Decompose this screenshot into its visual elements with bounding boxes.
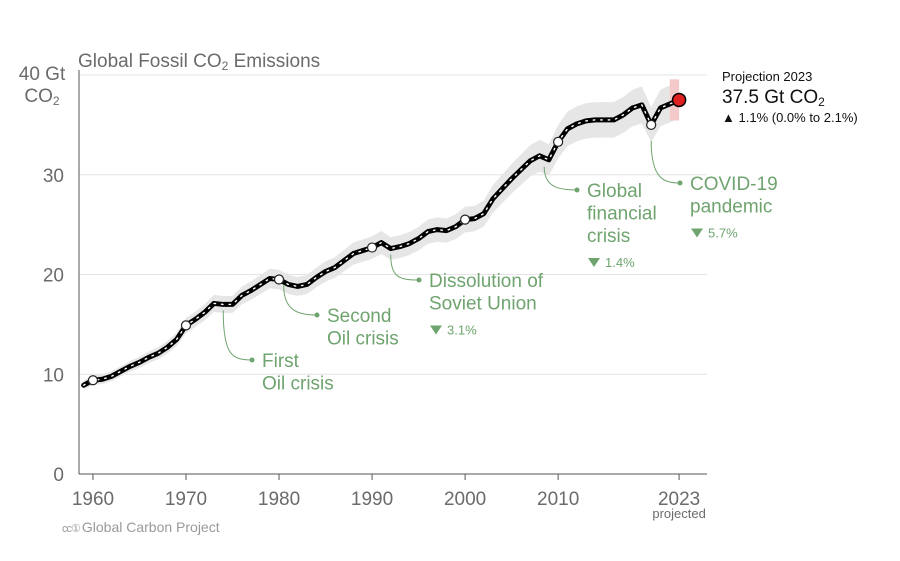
projection-change: ▲ 1.1% (0.0% to 2.1%) (722, 110, 858, 125)
annotation-dot-0 (249, 357, 255, 363)
x-tick-label-2023: 2023 (658, 489, 700, 510)
down-triangle-icon-3 (588, 258, 600, 267)
y-tick-label-30: 30 (43, 166, 64, 187)
projection-box: Projection 2023 37.5 Gt CO2 ▲ 1.1% (0.0%… (722, 69, 858, 125)
annotation-label-0-1: Oil crisis (262, 374, 334, 395)
annotation-label-1-0: Second (327, 306, 391, 327)
annotation-change-4: 5.7% (708, 226, 738, 241)
creative-commons-icon: cc① (62, 523, 81, 535)
marker-2000 (460, 214, 471, 225)
annotation-label-3-1: financial (587, 204, 657, 225)
annotation-dot-1 (314, 312, 320, 318)
x-tick-note: projected (652, 506, 705, 521)
annotation-label-1-1: Oil crisis (327, 329, 399, 350)
annotation-leader-2 (390, 254, 420, 281)
y-axis-unit-line2: CO2 (24, 86, 60, 108)
y-axis-unit: 40 Gt CO2 (16, 64, 68, 112)
annotation-leader-4 (650, 140, 681, 184)
chart-title: Global Fossil CO2 Emissions (78, 51, 321, 73)
annotation-label-0-0: First (262, 351, 300, 372)
annotation-change-3: 1.4% (605, 255, 635, 270)
annotation-change-2: 3.1% (447, 323, 477, 338)
annotation-label-2-1: Soviet Union (429, 294, 537, 315)
marker-2010 (553, 136, 564, 147)
marker-1990 (366, 242, 378, 253)
annotation-label-4-0: COVID-19 (690, 174, 778, 195)
x-tick-label-2000: 2000 (444, 489, 486, 510)
y-tick-label-10: 10 (43, 365, 64, 386)
x-tick-label-2010: 2010 (537, 489, 579, 510)
up-triangle-icon: ▲ (722, 110, 735, 125)
marker-1980 (273, 274, 285, 285)
marker-1960 (87, 375, 99, 386)
y-axis-unit-line1: 40 Gt (18, 64, 66, 85)
down-triangle-icon-2 (430, 325, 442, 335)
y-tick-label-0: 0 (53, 465, 64, 486)
annotation-leader-1 (283, 285, 318, 316)
annotation-label-3-2: crisis (587, 226, 630, 247)
annotation-label-3-0: Global (587, 181, 642, 202)
projection-heading: Projection 2023 (722, 69, 813, 84)
x-tick-label-1990: 1990 (351, 489, 393, 510)
down-triangle-icon-4 (691, 228, 703, 238)
x-tick-label-1970: 1970 (165, 489, 207, 510)
annotation-dot-2 (416, 277, 422, 283)
projected-point (671, 92, 687, 108)
annotation-dot-3 (574, 187, 580, 193)
credit-label: cc① Global Carbon Project (62, 519, 220, 535)
x-tick-label-1980: 1980 (258, 489, 300, 510)
y-tick-label-20: 20 (43, 266, 64, 287)
annotation-label-4-1: pandemic (690, 197, 772, 218)
marker-1970 (180, 320, 192, 331)
annotation-dot-4 (677, 180, 683, 186)
annotation-label-2-0: Dissolution of (429, 271, 544, 292)
projection-value: 37.5 Gt CO2 (722, 87, 825, 109)
annotation-leader-0 (222, 310, 253, 361)
marker-2020 (646, 119, 657, 130)
x-tick-label-1960: 1960 (72, 489, 114, 510)
annotation-leader-3 (543, 166, 578, 191)
emissions-line-dots (82, 99, 680, 386)
